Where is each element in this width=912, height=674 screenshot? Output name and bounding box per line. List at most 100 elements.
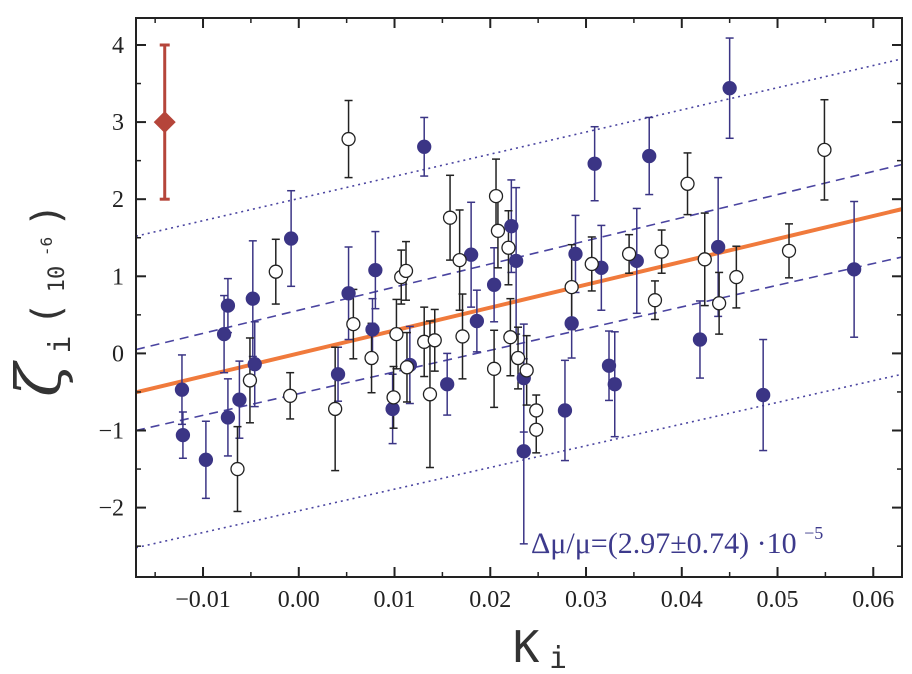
filled-data-point bbox=[607, 377, 622, 392]
filled-data-point bbox=[216, 326, 232, 342]
open-data-point bbox=[647, 293, 663, 308]
filled-data-point bbox=[330, 367, 346, 382]
open-data-point bbox=[529, 403, 544, 418]
band-line-1-sigma-lower bbox=[136, 256, 902, 432]
open-data-point bbox=[519, 363, 534, 378]
svg-text:ζ i ( 10: ζ i ( 10 -6 ) bbox=[2, 203, 78, 397]
x-tick-label: 0.04 bbox=[661, 587, 703, 613]
open-data-point bbox=[697, 252, 712, 267]
open-data-point bbox=[268, 264, 283, 279]
x-tick-label: 0.01 bbox=[374, 587, 416, 613]
filled-data-point bbox=[642, 148, 657, 164]
y-tick-label: −2 bbox=[98, 496, 124, 522]
filled-data-point bbox=[220, 298, 236, 313]
x-tick-label: 0.05 bbox=[757, 587, 799, 613]
open-data-point bbox=[564, 279, 579, 295]
filled-data-point bbox=[516, 444, 531, 459]
y-tick-label: 2 bbox=[112, 187, 124, 213]
data-points bbox=[174, 81, 862, 477]
filled-data-point bbox=[508, 253, 524, 269]
band-line-3-sigma-lower bbox=[136, 373, 902, 549]
x-axis-title: K i bbox=[513, 622, 567, 674]
x-tick-label: 0.06 bbox=[852, 587, 894, 613]
filled-data-point bbox=[846, 262, 862, 277]
open-data-point bbox=[501, 240, 516, 255]
open-data-point bbox=[398, 263, 414, 279]
open-data-point bbox=[510, 350, 526, 366]
open-data-point bbox=[503, 330, 518, 345]
open-data-point bbox=[654, 244, 669, 259]
open-data-point bbox=[529, 422, 544, 437]
x-axis-title-sub: i bbox=[549, 641, 567, 674]
filled-data-point bbox=[692, 332, 708, 347]
filled-data-point bbox=[469, 313, 485, 329]
open-data-point bbox=[427, 333, 442, 348]
y-tick-label: 1 bbox=[112, 264, 124, 290]
filled-data-point bbox=[711, 239, 726, 255]
y-axis-title-unit-base: 10 bbox=[45, 266, 70, 293]
reference-point-group bbox=[153, 43, 176, 201]
filled-data-point bbox=[220, 410, 236, 425]
filled-data-point bbox=[440, 377, 455, 392]
open-data-point bbox=[341, 131, 356, 147]
y-axis-title-paren-close: ) bbox=[24, 203, 70, 227]
y-tick-label: 4 bbox=[112, 33, 124, 59]
x-tick-label: 0.03 bbox=[565, 587, 607, 613]
x-axis-title-main: K bbox=[513, 622, 540, 673]
y-axis-title: ζ i ( 10 -6 ) bbox=[2, 203, 78, 397]
plot-frame bbox=[135, 17, 903, 578]
open-data-point bbox=[422, 387, 438, 402]
x-tick-label: −0.01 bbox=[175, 587, 231, 613]
y-tick-label: 0 bbox=[112, 341, 124, 367]
open-data-point bbox=[455, 329, 470, 344]
y-axis-ticks: −2 −1 0 1 2 3 4 bbox=[98, 33, 902, 547]
y-axis-title-main: ζ bbox=[2, 360, 75, 397]
annotation-exp: −5 bbox=[804, 523, 823, 543]
y-axis-title-unit-exp: -6 bbox=[37, 237, 56, 256]
filled-data-point bbox=[557, 403, 573, 418]
filled-data-point bbox=[365, 322, 380, 337]
open-data-point bbox=[442, 210, 458, 225]
y-tick-label: 3 bbox=[112, 110, 124, 136]
open-data-point bbox=[817, 142, 832, 157]
filled-data-point bbox=[504, 219, 519, 234]
open-data-point bbox=[711, 296, 727, 311]
filled-data-point bbox=[587, 156, 602, 171]
fit-line-group bbox=[136, 207, 902, 395]
x-tick-label: 0.00 bbox=[278, 587, 320, 613]
filled-data-point bbox=[756, 387, 771, 403]
open-data-point bbox=[490, 223, 506, 238]
open-data-point bbox=[283, 388, 298, 403]
open-data-point bbox=[621, 246, 637, 262]
filled-data-point bbox=[417, 139, 432, 154]
filled-data-point bbox=[568, 246, 583, 262]
error-bars bbox=[177, 37, 859, 545]
filled-data-point bbox=[564, 316, 579, 331]
filled-data-point bbox=[283, 231, 299, 246]
filled-data-point bbox=[232, 392, 247, 407]
open-data-point bbox=[452, 252, 467, 268]
filled-data-point bbox=[368, 262, 383, 278]
open-data-point bbox=[488, 188, 504, 204]
x-axis-ticks: −0.01 0.00 0.01 0.02 0.03 0.04 0.05 0.06 bbox=[154, 18, 894, 613]
x-tick-label: 0.02 bbox=[469, 587, 511, 613]
y-axis-title-paren-open: ( bbox=[24, 302, 70, 326]
open-data-point bbox=[242, 373, 258, 388]
reference-diamond-marker bbox=[153, 111, 176, 134]
filled-data-point bbox=[486, 277, 502, 292]
band-line-3-sigma-upper bbox=[136, 58, 902, 237]
open-data-point bbox=[230, 461, 245, 477]
y-tick-label: −1 bbox=[98, 419, 124, 445]
open-data-point bbox=[584, 256, 599, 272]
annotation-main: Δμ/μ=(2.97±0.74) ·10 bbox=[531, 527, 797, 560]
fit-line bbox=[136, 207, 902, 395]
filled-data-point bbox=[722, 81, 737, 96]
filled-data-point bbox=[175, 427, 191, 443]
filled-data-point bbox=[341, 286, 356, 301]
annotation-text: Δμ/μ=(2.97±0.74) ·10 −5 bbox=[531, 523, 823, 560]
filled-data-point bbox=[247, 357, 262, 372]
open-data-point bbox=[328, 401, 343, 417]
y-axis-title-sub: i bbox=[43, 336, 78, 354]
open-data-point bbox=[364, 350, 379, 366]
